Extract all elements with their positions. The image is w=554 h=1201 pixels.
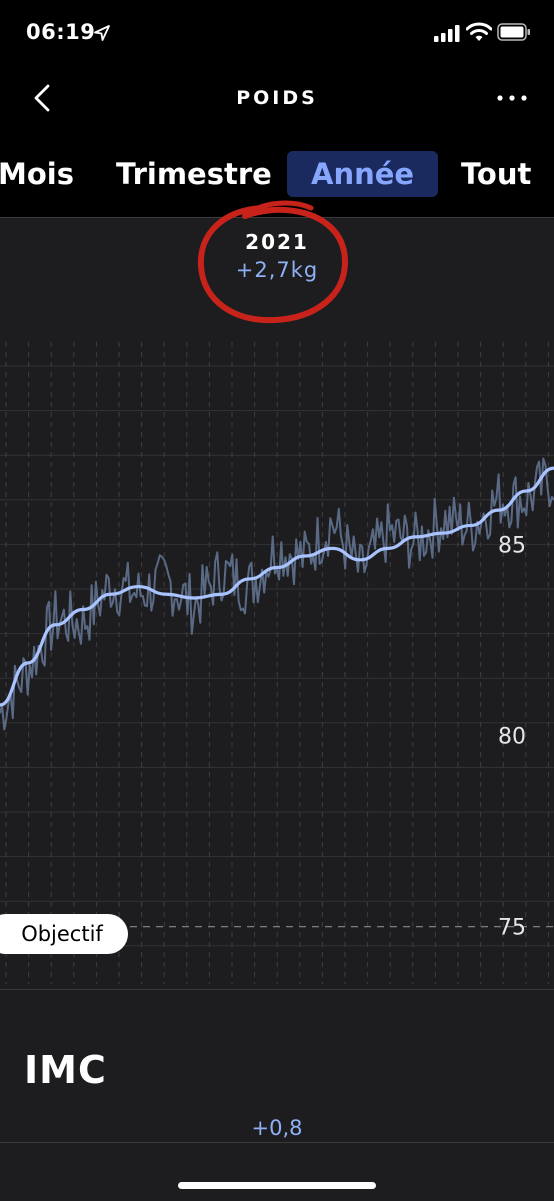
signal-icon xyxy=(434,25,460,42)
home-indicator xyxy=(178,1182,376,1189)
bmi-section: IMC +0,8 xyxy=(0,989,554,1201)
more-icon[interactable] xyxy=(494,84,534,112)
status-time: 06:19 xyxy=(26,20,96,44)
bmi-gridline xyxy=(0,1142,554,1143)
bmi-title: IMC xyxy=(24,1048,107,1092)
tab-annee[interactable]: Année xyxy=(287,151,439,197)
y-tick-label: 85 xyxy=(498,534,526,559)
nav-bar: POIDS xyxy=(0,70,554,130)
wifi-icon xyxy=(466,22,492,41)
status-bar: 06:19 xyxy=(0,0,554,70)
tab-mois[interactable]: Mois xyxy=(0,157,74,191)
goal-pill[interactable]: Objectif xyxy=(0,914,128,954)
tab-trimestre[interactable]: Trimestre xyxy=(116,157,272,191)
battery-icon xyxy=(497,23,530,41)
tab-tout[interactable]: Tout xyxy=(461,157,532,191)
period-tabs: Mois Trimestre Année Tout xyxy=(0,140,554,216)
location-arrow-icon xyxy=(94,25,110,41)
bmi-delta: +0,8 xyxy=(251,1116,303,1140)
y-tick-label: 80 xyxy=(498,725,526,750)
page-title: POIDS xyxy=(236,87,318,109)
period-year: 2021 xyxy=(245,230,309,254)
weight-chart-panel: 85 80 75 2021 +2,7kg Objectif xyxy=(0,200,554,989)
red-circle-annotation xyxy=(197,200,349,324)
chevron-left-icon[interactable] xyxy=(28,82,56,114)
weight-delta: +2,7kg xyxy=(235,258,319,282)
trend-weight-line xyxy=(0,466,554,707)
y-tick-label: 75 xyxy=(498,916,526,941)
